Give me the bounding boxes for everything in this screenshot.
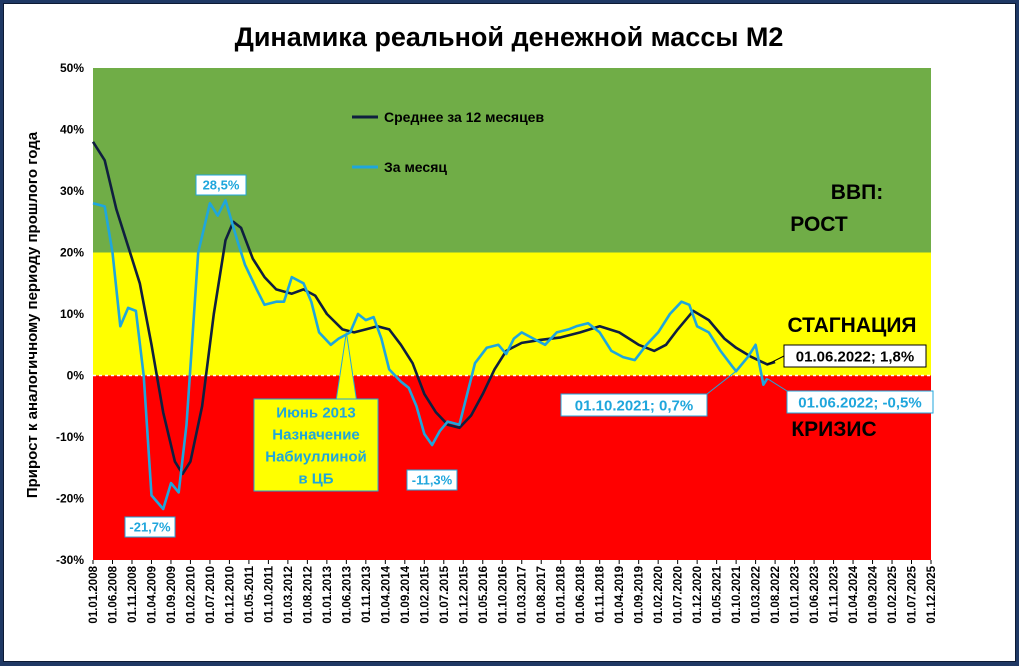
callout-leader — [706, 370, 737, 395]
x-tick-label: 01.04.2024 — [848, 565, 860, 623]
x-tick-label: 01.07.2015 — [439, 565, 451, 623]
x-tick-label: 01.11.2018 — [595, 565, 607, 623]
callout-text: 28,5% — [203, 178, 240, 193]
y-axis-label: Прирост к аналогичному периоду прошлого … — [24, 131, 41, 498]
chart-svg: Динамика реальной денежной массы М2 -30%… — [24, 22, 938, 624]
callout-text: 01.10.2021; 0,7% — [575, 397, 693, 414]
legend: Среднее за 12 месяцев За месяц — [352, 109, 544, 175]
x-tick-label: 01.08.2012 — [302, 566, 314, 624]
x-tick-label: 01.08.2022 — [770, 566, 782, 624]
zone-bands — [93, 68, 931, 560]
x-tick-label: 01.10.2021 — [731, 565, 743, 623]
series-line-avg12 — [91, 141, 776, 476]
x-tick-label: 01.01.2013 — [322, 566, 334, 624]
x-tick-label: 01.01.2008 — [88, 565, 100, 623]
y-tick-label: 50% — [60, 61, 84, 75]
callout-box — [124, 516, 176, 538]
y-tick-label: -20% — [56, 492, 84, 506]
x-tick-label: 01.09.2009 — [166, 566, 178, 624]
callout-text: -21,7% — [129, 520, 171, 535]
x-tick-label: 01.04.2009 — [146, 566, 158, 624]
y-tick-label: -30% — [56, 553, 84, 567]
callout-leader — [767, 355, 785, 365]
zone-label: ВВП: — [831, 181, 883, 204]
x-tick-label: 01.09.2024 — [868, 565, 880, 623]
y-tick-label: 20% — [60, 246, 84, 260]
chart-title: Динамика реальной денежной массы М2 — [235, 22, 784, 52]
series-lines — [91, 141, 776, 511]
x-tick-label: 01.06.2023 — [809, 566, 821, 624]
legend-entry: Среднее за 12 месяцев — [384, 109, 544, 125]
x-axis: 01.01.2008 01.06.2008 01.11.2008 01.04.2009… — [88, 560, 938, 624]
x-tick-label: 01.10.2016 — [497, 566, 509, 624]
x-tick-label: 01.04.2014 — [380, 565, 392, 623]
x-tick-label: 01.02.2015 — [419, 565, 431, 623]
zone-label: РОСТ — [790, 213, 848, 236]
x-tick-label: 01.10.2011 — [263, 565, 275, 623]
zone-label: СТАГНАЦИЯ — [787, 314, 916, 337]
callout-text: 01.06.2022; -0,5% — [798, 394, 921, 411]
chart-frame: Динамика реальной денежной массы М2 -30%… — [3, 3, 1016, 662]
series-line-month — [92, 198, 769, 511]
y-axis: -30% -20% -10% 0% 10% 20% 30% 40% 50% — [56, 61, 84, 567]
annotations: 28,5% -21,7% -11,3% 01.10.2021; 0,7% 01.06.2… — [124, 174, 934, 538]
y-tick-label: 30% — [60, 184, 84, 198]
x-tick-label: 01.03.2012 — [283, 566, 295, 624]
x-tick-label: 01.07.2020 — [673, 566, 685, 624]
x-tick-label: 01.09.2014 — [400, 565, 412, 623]
x-tick-label: 01.12.2020 — [692, 566, 704, 624]
x-tick-label: 01.06.2018 — [575, 565, 587, 623]
callout-text: -11,3% — [412, 473, 453, 488]
x-tick-label: 01.06.2013 — [341, 566, 353, 624]
x-tick-label: 01.02.2020 — [653, 566, 665, 624]
callout-box — [195, 174, 247, 196]
x-tick-label: 01.03.2017 — [517, 566, 529, 624]
x-tick-label: 01.11.2013 — [361, 566, 373, 623]
x-tick-label: 01.05.2021 — [712, 565, 724, 623]
zone-label: КРИЗИС — [791, 418, 876, 441]
callout-box — [253, 398, 379, 492]
y-tick-label: -10% — [56, 430, 84, 444]
x-tick-label: 01.11.2008 — [127, 565, 139, 623]
y-tick-label: 0% — [67, 369, 85, 383]
x-tick-label: 01.05.2011 — [244, 565, 256, 623]
callout-text: 01.06.2022; 1,8% — [796, 348, 914, 365]
callout-box — [406, 469, 458, 491]
x-tick-label: 01.04.2019 — [614, 566, 626, 624]
y-tick-label: 40% — [60, 123, 84, 137]
x-tick-label: 01.05.2016 — [478, 566, 490, 624]
x-tick-label: 01.12.2015 — [458, 565, 470, 623]
y-tick-label: 10% — [60, 307, 84, 321]
x-tick-label: 01.07.2010 — [205, 566, 217, 624]
x-tick-label: 01.06.2008 — [107, 565, 119, 623]
zone-labels: ВВП: РОСТ СТАГНАЦИЯ КРИЗИС — [787, 181, 916, 441]
x-tick-label: 01.07.2025 — [907, 565, 919, 623]
callout-box — [560, 393, 708, 417]
x-tick-label: 01.01.2018 — [556, 565, 568, 623]
legend-entry: За месяц — [384, 159, 447, 175]
callout-text: Июнь 2013 Назначение Набиуллиной в ЦБ — [265, 404, 367, 487]
callout-box — [783, 344, 927, 368]
x-tick-label: 01.03.2022 — [751, 566, 763, 624]
x-tick-label: 01.11.2023 — [829, 566, 841, 623]
callout-leader — [767, 378, 788, 392]
x-tick-label: 01.02.2025 — [887, 565, 899, 623]
x-tick-label: 01.02.2010 — [185, 566, 197, 624]
x-tick-label: 01.08.2017 — [536, 566, 548, 624]
callout-box — [786, 390, 934, 414]
x-tick-label: 01.01.2023 — [790, 566, 802, 624]
x-tick-label: 01.12.2010 — [224, 566, 236, 624]
x-tick-label: 01.09.2019 — [634, 566, 646, 624]
x-tick-label: 01.12.2025 — [926, 565, 938, 623]
